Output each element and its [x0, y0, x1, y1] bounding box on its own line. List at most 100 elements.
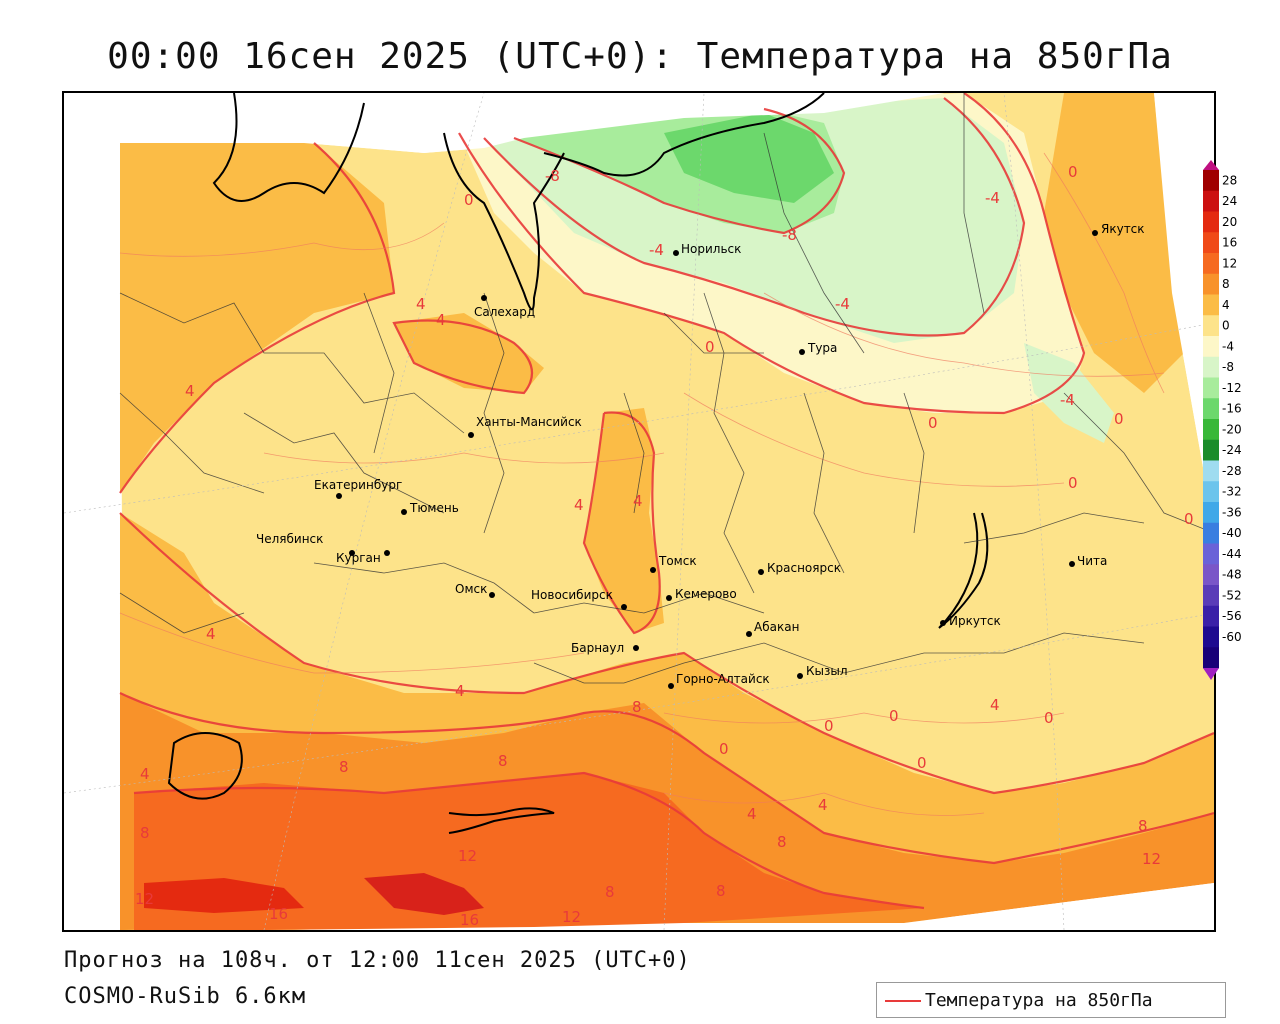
forecast-info: Прогноз на 108ч. от 12:00 11сен 2025 (UT…	[64, 948, 691, 973]
isotherm-lines	[119, 93, 1214, 910]
colorbar-cell	[1203, 419, 1219, 441]
colorbar-cell	[1203, 170, 1219, 192]
city-omsk: Омск	[455, 582, 487, 596]
iso-label: 8	[498, 752, 508, 770]
isotherm-north-patch	[392, 319, 534, 395]
iso-label: -4	[835, 295, 850, 313]
colorbar-cell	[1203, 543, 1219, 565]
iso-label: 4	[140, 765, 150, 783]
colorbar-tick-label: -28	[1222, 464, 1242, 478]
colorbar-cell	[1203, 398, 1219, 420]
temperature-map[interactable]: Якутск Норильск Салехард Тура Ханты-Манс…	[64, 93, 1214, 930]
iso-label: 0	[464, 191, 474, 209]
colorbar-tick-label: 24	[1222, 194, 1237, 208]
city-markers	[336, 230, 1098, 689]
colorbar-cell	[1203, 626, 1219, 648]
iso-label: 16	[460, 911, 479, 929]
colorbar-cells	[1203, 170, 1219, 669]
temp-field-4-8-west	[120, 143, 394, 493]
iso-label: 4	[574, 496, 584, 514]
colorbar-tick-label: 8	[1222, 277, 1230, 291]
iso-label: 0	[824, 717, 834, 735]
colorbar-cell	[1203, 232, 1219, 254]
colorbar-top-arrow	[1203, 160, 1219, 170]
colorbar-tick-label: -16	[1222, 402, 1242, 416]
domain-mask-topmid	[120, 93, 1154, 153]
isotherm-12-south	[133, 771, 925, 910]
city-chita: Чита	[1077, 554, 1107, 568]
iso-label: 4	[436, 311, 446, 329]
iso-label: 8	[777, 833, 787, 851]
colorbar-tick-label: -36	[1222, 505, 1242, 519]
colorbar-tick-label: 12	[1222, 256, 1237, 270]
isotherm-tomsk	[582, 411, 661, 635]
colorbar-cell	[1203, 273, 1219, 295]
isotherm-0-north	[458, 93, 1086, 415]
colorbar-cell	[1203, 647, 1219, 669]
domain-mask-topright	[1154, 93, 1214, 653]
colorbar-tick-label: -60	[1222, 630, 1242, 644]
iso-label: 4	[633, 492, 643, 510]
city-kurgan: Курган	[336, 551, 381, 565]
iso-label: 8	[140, 824, 150, 842]
map-frame[interactable]: Якутск Норильск Салехард Тура Ханты-Манс…	[62, 91, 1216, 932]
domain-mask-bottomright	[534, 883, 1214, 930]
iso-label: 0	[1114, 410, 1124, 428]
iso-label: -8	[782, 226, 797, 244]
colorbar-tick-label: -4	[1222, 339, 1234, 353]
city-kyzyl: Кызыл	[806, 664, 848, 678]
legend-label: Температура на 850гПа	[925, 990, 1153, 1011]
iso-label: 8	[716, 882, 726, 900]
colorbar-tick-label: 16	[1222, 236, 1237, 250]
iso-label: 0	[917, 754, 927, 772]
iso-label: 0	[1068, 474, 1078, 492]
graticule	[64, 93, 1214, 930]
iso-label: 12	[458, 847, 477, 865]
colorbar-tick-label: -44	[1222, 547, 1242, 561]
colorbar-cell	[1203, 190, 1219, 212]
iso-label: 4	[416, 295, 426, 313]
iso-label: -8	[545, 167, 560, 185]
iso-label: -4	[649, 241, 664, 259]
city-abakan: Абакан	[754, 620, 799, 634]
city-tura: Тура	[807, 341, 837, 355]
iso-label: 0	[705, 338, 715, 356]
city-norilsk: Норильск	[681, 242, 741, 256]
city-khanty-mansiysk: Ханты-Мансийск	[476, 415, 582, 429]
isotherm-labels: -8 0 -4 -8 -4 -4 0 4 4 0 -4 0 0 4 4 4 4 …	[135, 163, 1194, 929]
colorbar-cell	[1203, 522, 1219, 544]
lake-baikal	[938, 512, 989, 629]
iso-label: 4	[990, 696, 1000, 714]
city-salekhard: Салехард	[474, 305, 535, 319]
colorbar-tick-label: 4	[1222, 298, 1230, 312]
iso-label: 4	[455, 682, 465, 700]
colorbar-labels: 28 24 20 16 12 8 4 0 -4 -8 -12 -16 -20 -24 -28 -32 -36 -4…	[1222, 173, 1242, 644]
colorbar-cell	[1203, 211, 1219, 233]
temp-field-4-8-east	[1044, 93, 1184, 393]
colorbar-tick-label: -24	[1222, 443, 1242, 457]
isotherm-minus8	[513, 107, 846, 235]
colorbar-tick-label: -40	[1222, 526, 1242, 540]
iso-label: 8	[605, 883, 615, 901]
colorbar-cell	[1203, 294, 1219, 316]
colorbar-tick-label: 20	[1222, 215, 1237, 229]
map-legend: Температура на 850гПа	[876, 982, 1226, 1018]
iso-label: 8	[339, 758, 349, 776]
iso-label: 0	[1044, 709, 1054, 727]
iso-label: 4	[185, 382, 195, 400]
colorbar-tick-label: 28	[1222, 173, 1237, 187]
iso-label: 0	[1184, 510, 1194, 528]
temp-field-16-20b	[144, 878, 304, 913]
iso-label: 0	[889, 707, 899, 725]
colorbar-bottom-arrow	[1203, 668, 1219, 680]
thin-contours	[119, 152, 1165, 816]
colorbar-cell	[1203, 502, 1219, 524]
iso-label: -4	[1060, 391, 1075, 409]
colorbar-tick-label: 0	[1222, 319, 1230, 333]
colorbar-cell	[1203, 377, 1219, 399]
temp-field-cold-ne	[1024, 343, 1114, 443]
temp-field-patch-tomsk	[584, 408, 664, 633]
city-labels: Якутск Норильск Салехард Тура Ханты-Манс…	[256, 222, 1145, 686]
colorbar-tick-label: -32	[1222, 485, 1242, 499]
isotherm-4-west	[119, 142, 396, 494]
